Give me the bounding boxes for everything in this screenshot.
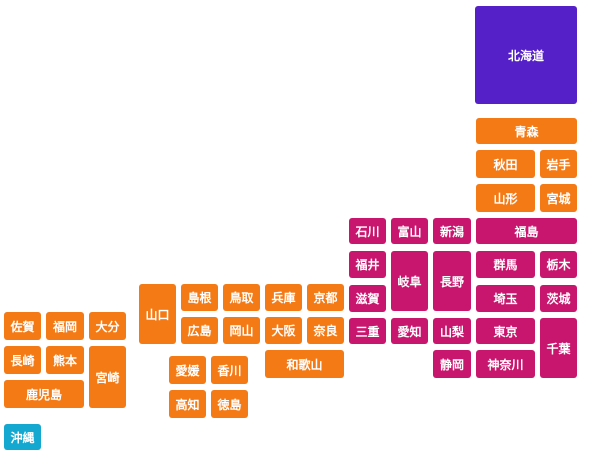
- prefecture-tile[interactable]: 兵庫: [265, 284, 302, 311]
- prefecture-tile[interactable]: 徳島: [211, 390, 248, 418]
- prefecture-tile[interactable]: 広島: [181, 317, 218, 344]
- prefecture-tile[interactable]: 滋賀: [349, 285, 386, 312]
- prefecture-tile[interactable]: 福井: [349, 251, 386, 278]
- prefecture-tile[interactable]: 愛知: [391, 318, 428, 344]
- prefecture-tile[interactable]: 群馬: [476, 251, 535, 278]
- prefecture-tile[interactable]: 鳥取: [223, 284, 260, 311]
- prefecture-tile[interactable]: 岐阜: [391, 251, 428, 311]
- prefecture-tile[interactable]: 大阪: [265, 317, 302, 344]
- prefecture-tile[interactable]: 宮城: [540, 184, 577, 212]
- prefecture-tile[interactable]: 東京: [476, 318, 535, 344]
- prefecture-tile[interactable]: 奈良: [307, 317, 344, 344]
- prefecture-tile[interactable]: 新潟: [433, 218, 471, 244]
- prefecture-tile[interactable]: 三重: [349, 318, 386, 344]
- prefecture-tile[interactable]: 栃木: [540, 251, 577, 278]
- prefecture-tile[interactable]: 石川: [349, 218, 386, 244]
- prefecture-tile[interactable]: 福岡: [46, 312, 84, 340]
- prefecture-tile[interactable]: 京都: [307, 284, 344, 311]
- prefecture-tile[interactable]: 島根: [181, 284, 218, 311]
- prefecture-tile[interactable]: 宮崎: [89, 346, 126, 408]
- prefecture-tile[interactable]: 長野: [433, 251, 471, 311]
- prefecture-tile[interactable]: 静岡: [433, 350, 471, 378]
- prefecture-tile[interactable]: 高知: [169, 390, 206, 418]
- prefecture-tile[interactable]: 茨城: [540, 285, 577, 312]
- prefecture-tile[interactable]: 青森: [476, 118, 577, 144]
- prefecture-tile[interactable]: 大分: [89, 312, 126, 340]
- prefecture-tile[interactable]: 岩手: [540, 150, 577, 178]
- prefecture-tile[interactable]: 富山: [391, 218, 428, 244]
- prefecture-tile[interactable]: 山梨: [433, 318, 471, 344]
- prefecture-tile[interactable]: 北海道: [475, 6, 577, 104]
- prefecture-tile[interactable]: 愛媛: [169, 356, 206, 384]
- prefecture-tile[interactable]: 沖縄: [4, 424, 41, 450]
- prefecture-tile[interactable]: 山形: [476, 184, 535, 212]
- prefecture-tile[interactable]: 鹿児島: [4, 380, 84, 408]
- prefecture-tile[interactable]: 香川: [211, 356, 248, 384]
- prefecture-tile[interactable]: 千葉: [540, 318, 577, 378]
- prefecture-tile[interactable]: 佐賀: [4, 312, 41, 340]
- prefecture-tile[interactable]: 埼玉: [476, 285, 535, 312]
- prefecture-tile[interactable]: 熊本: [46, 346, 84, 374]
- prefecture-tile[interactable]: 和歌山: [265, 350, 344, 378]
- prefecture-tile[interactable]: 長崎: [4, 346, 41, 374]
- prefecture-tile[interactable]: 秋田: [476, 150, 535, 178]
- prefecture-tile[interactable]: 山口: [139, 284, 176, 344]
- prefecture-tile[interactable]: 岡山: [223, 317, 260, 344]
- prefecture-tile[interactable]: 神奈川: [476, 350, 535, 378]
- prefecture-tile[interactable]: 福島: [476, 218, 577, 244]
